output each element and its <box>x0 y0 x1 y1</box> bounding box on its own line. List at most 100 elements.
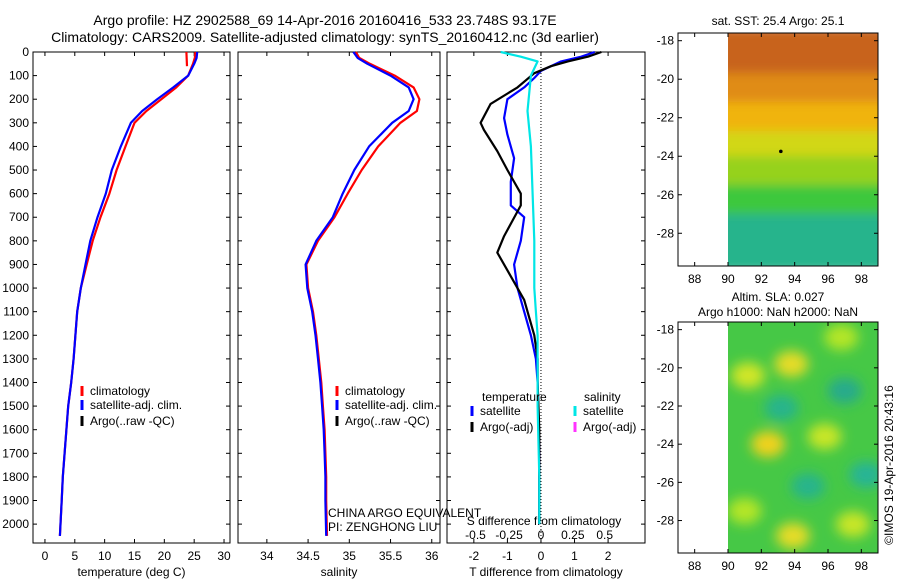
panel-frame <box>237 51 441 544</box>
x-tick-label: 35 <box>343 549 357 563</box>
y-tick-label: 1400 <box>2 375 29 389</box>
y-tick-label: 1600 <box>2 423 29 437</box>
x-tick-label: 20 <box>158 549 172 563</box>
x-tick-label: 98 <box>855 272 869 286</box>
x-tick-label: 1 <box>571 549 578 563</box>
sla-blob <box>791 473 825 500</box>
x-tick-label: 90 <box>721 272 735 286</box>
series-satellite-adj--clim- <box>304 51 415 536</box>
y-tick-label: 1900 <box>2 494 29 508</box>
y-tick-label: 300 <box>9 116 29 130</box>
y-tick-label: 1300 <box>2 352 29 366</box>
y-tick-label: -22 <box>657 399 675 413</box>
legend-label: satellite-adj. clim. <box>345 398 437 412</box>
legend-label: satellite <box>583 404 624 418</box>
y-tick-label: 1700 <box>2 446 29 460</box>
x-tick-label: 98 <box>855 559 869 573</box>
panel-salinity: 34 34.5 35 35.5 36 salinity climatologysatelli… <box>237 51 482 579</box>
salinity-tick-label: 0.25 <box>561 528 585 542</box>
series-temperature-argo--adj- <box>479 50 602 525</box>
legend-label: Argo(..raw -QC) <box>345 414 430 428</box>
sst-field <box>728 33 878 266</box>
series-climatology <box>305 51 421 536</box>
y-tick-label: -20 <box>657 361 675 375</box>
imos-watermark: ©IMOS 19-Apr-2016 20:43:16 <box>882 385 896 545</box>
y-tick-label: -26 <box>657 475 675 489</box>
map-data-area <box>728 33 878 266</box>
y-tick-label: 900 <box>9 257 29 271</box>
x-tick-label: 88 <box>688 559 702 573</box>
x-tick-label: 0 <box>42 549 49 563</box>
y-tick-label: 500 <box>9 163 29 177</box>
x-tick-label: 34.5 <box>296 549 320 563</box>
x-tick-label: 36 <box>425 549 439 563</box>
panel-sst: 88 90 92 94 96 98 -18 -20 -22 -24 -26 -28 sat. SST: … <box>657 14 879 286</box>
y-tick-label: -28 <box>657 226 675 240</box>
panel-temperature: 0100200300400500600700800900100011001200… <box>2 45 231 579</box>
legend-label: Argo(-adj) <box>480 420 533 434</box>
sla-blob <box>776 522 810 549</box>
sla-blob <box>728 498 762 524</box>
y-tick-label: 1100 <box>3 305 29 319</box>
float-annotation: CHINA ARGO EQUIVALENT <box>328 506 482 520</box>
pi-annotation: PI: ZENGHONG LIU <box>328 520 437 534</box>
sla-blob <box>764 394 799 421</box>
series-satellite-adj--clim- <box>58 51 199 536</box>
sla-blob <box>827 377 862 404</box>
legend-label: Argo(-adj) <box>583 420 636 434</box>
panel-sla: 88 90 92 94 96 98 -18 -20 -22 -24 -26 -28 Altim. SLA… <box>657 290 879 573</box>
argo-position-marker <box>779 149 783 154</box>
chart-title-line1: Argo profile: HZ 2902588_69 14-Apr-2016 … <box>93 12 557 28</box>
salinity-tick-label: -0.25 <box>495 528 523 542</box>
chart-title-line2: Climatology: CARS2009. Satellite-adjuste… <box>51 29 599 45</box>
legend-title-temperature: temperature <box>482 390 547 404</box>
salinity-axis-label: S difference from climatology <box>467 514 622 528</box>
y-tick-label: -20 <box>657 72 675 86</box>
legend-label: climatology <box>345 384 405 398</box>
series-climatology-surface <box>185 51 189 67</box>
sst-band <box>728 213 878 266</box>
x-tick-label: 96 <box>821 272 835 286</box>
sla-blob <box>751 431 785 458</box>
sst-title: sat. SST: 25.4 Argo: 25.1 <box>712 14 845 28</box>
y-tick-label: 2000 <box>2 517 29 531</box>
sla-title-line1: Altim. SLA: 0.027 <box>732 290 825 304</box>
x-tick-label: 94 <box>788 559 802 573</box>
y-tick-label: -18 <box>657 34 675 48</box>
map-data-area <box>728 322 878 553</box>
sla-title-line2: Argo h1000: NaN h2000: NaN <box>698 305 858 319</box>
panel-frame <box>446 51 646 544</box>
y-tick-label: -26 <box>657 188 675 202</box>
x-axis-label: salinity <box>321 565 358 579</box>
sla-blob <box>836 511 870 538</box>
x-axis-label: temperature (deg C) <box>77 565 185 579</box>
y-tick-label: -24 <box>657 437 675 451</box>
y-tick-label: 800 <box>9 234 29 248</box>
series-salinity-satellite <box>500 50 541 525</box>
sla-blob <box>731 362 765 389</box>
y-tick-label: 1800 <box>2 470 29 484</box>
salinity-tick-label: -0.5 <box>465 528 486 542</box>
x-tick-label: -2 <box>469 549 480 563</box>
y-tick-label: -22 <box>657 111 675 125</box>
legend-label: satellite-adj. clim. <box>90 398 182 412</box>
y-tick-label: 1000 <box>2 281 29 295</box>
x-tick-label: 88 <box>688 272 702 286</box>
x-tick-label: -1 <box>502 549 513 563</box>
y-tick-label: 0 <box>22 45 29 59</box>
y-tick-label: 200 <box>9 92 29 106</box>
y-tick-label: 1500 <box>2 399 29 413</box>
y-tick-label: 1200 <box>2 328 29 342</box>
x-tick-label: 10 <box>98 549 112 563</box>
x-tick-label: 15 <box>128 549 142 563</box>
y-tick-label: 600 <box>9 187 29 201</box>
legend-label: satellite <box>480 404 521 418</box>
panel-difference: -2 -1 0 1 2 T difference from climatology -0.5… <box>446 50 646 579</box>
x-tick-label: 5 <box>71 549 78 563</box>
legend-label: climatology <box>90 384 150 398</box>
sla-blob <box>849 461 878 488</box>
legend-title-salinity: salinity <box>584 390 621 404</box>
y-tick-label: 700 <box>9 210 29 224</box>
x-tick-label: 92 <box>755 272 769 286</box>
